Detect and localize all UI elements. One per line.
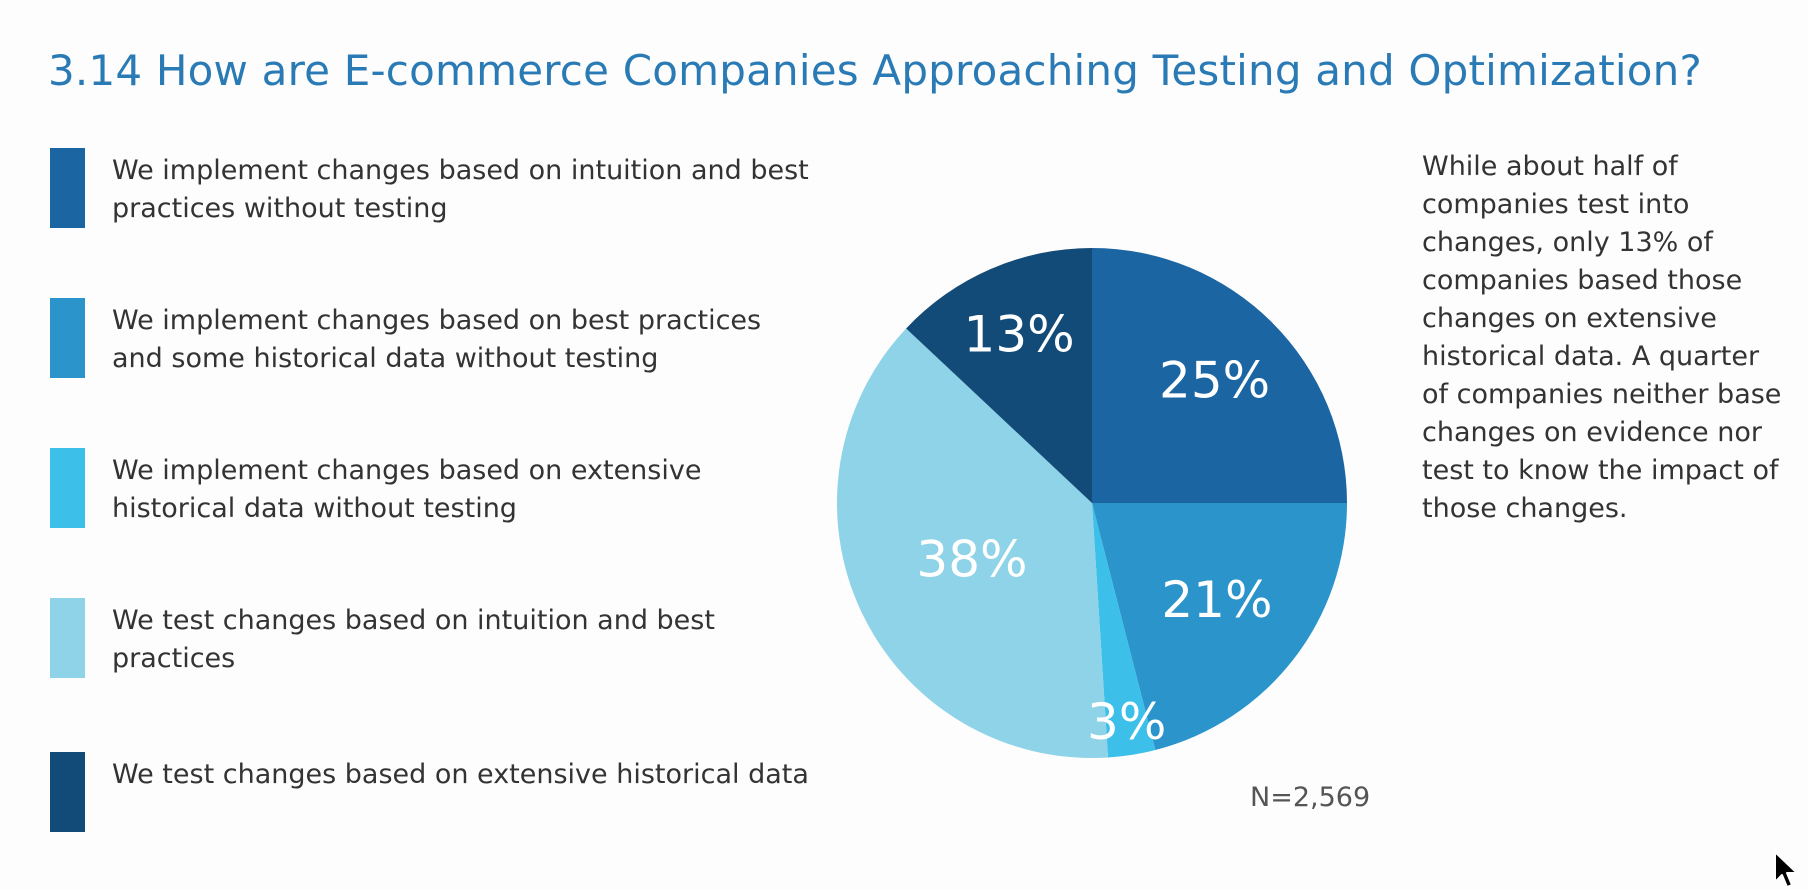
legend-item: We implement changes based on intuition … — [50, 148, 810, 228]
legend-label: We implement changes based on intuition … — [112, 155, 809, 224]
summary-note: While about half of companies test into … — [1422, 151, 1782, 524]
pie-slice — [1092, 248, 1347, 503]
legend-item: We test changes based on extensive histo… — [50, 752, 810, 832]
chart-title: 3.14 How are E-commerce Companies Approa… — [48, 46, 1702, 95]
slice-value-label: 13% — [964, 306, 1075, 364]
slice-value-label: 21% — [1161, 571, 1272, 629]
slice-value-label: 3% — [1087, 693, 1166, 751]
legend-swatch — [50, 448, 85, 528]
legend-label: We test changes based on extensive histo… — [112, 759, 809, 790]
slice-value-label: 38% — [916, 531, 1027, 589]
pie-slices — [836, 248, 1347, 759]
pie-slice — [1092, 503, 1156, 758]
legend-item: We test changes based on intuition and b… — [50, 598, 810, 678]
legend-swatch — [50, 752, 85, 832]
legend-label: We implement changes based on extensive … — [112, 455, 702, 524]
sample-size-label: N=2,569 — [1250, 782, 1371, 813]
legend-swatch — [50, 598, 85, 678]
pie-slice — [906, 248, 1092, 503]
mouse-pointer-icon — [1774, 851, 1798, 888]
legend-label: We test changes based on intuition and b… — [112, 605, 715, 674]
slice-value-label: 25% — [1159, 351, 1270, 409]
legend-swatch — [50, 148, 85, 228]
legend-swatch — [50, 298, 85, 378]
legend-item: We implement changes based on extensive … — [50, 448, 810, 528]
legend-item: We implement changes based on best pract… — [50, 298, 810, 378]
legend-label: We implement changes based on best pract… — [112, 305, 762, 374]
pie-slice — [836, 328, 1109, 759]
pie-slice-labels: 25% 21% 3% 38% 13% — [916, 306, 1272, 752]
pie-chart: 25% 21% 3% 38% 13% — [836, 248, 1347, 759]
pie-slice — [1092, 503, 1347, 750]
